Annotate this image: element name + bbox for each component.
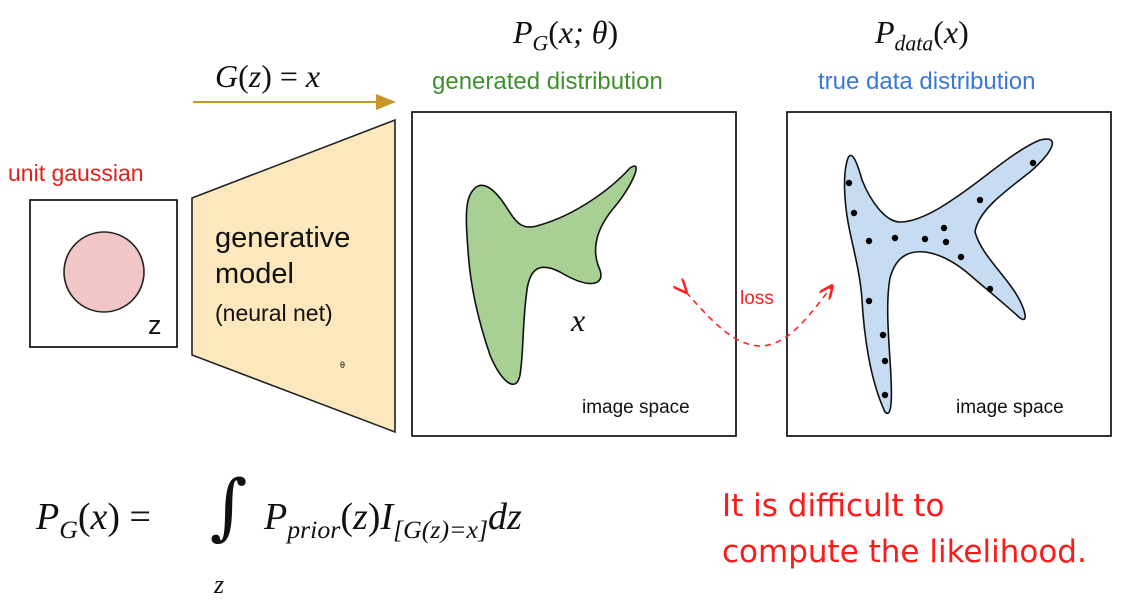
formula-prior-sub: prior [287,515,341,545]
data-point [879,331,887,339]
generated-distribution-shape [465,165,637,386]
theta-small-label: θ [340,360,346,370]
data-point [891,234,899,242]
unit-gaussian-label: unit gaussian [8,160,144,186]
loss-arrow [686,286,832,347]
formula-lhs-sub: G [59,515,78,545]
pdata-P: P [875,14,895,50]
integral-subscript: z [214,570,225,599]
data-point [865,297,873,305]
model-line1: generative [215,222,351,254]
likelihood-formula: PG(x) = [36,496,151,545]
mapping-arg: z [248,58,262,94]
formula-dz: dz [488,496,522,538]
data-point [957,253,965,261]
generative-model-shape [191,118,396,434]
model-line3: (neural net) [215,300,333,326]
pg-sub: G [532,31,549,56]
true-data-panel [786,111,1112,437]
data-point [986,285,994,293]
data-point [1029,159,1037,167]
z-label: z [148,310,162,340]
data-point [850,209,858,217]
true-distribution-shape [843,138,1054,415]
mapping-rhs: x [305,58,321,94]
pdata-sub: data [894,31,934,56]
formula-lhs-P: P [36,496,60,538]
formula-indicator: I [380,496,394,538]
data-point [942,238,950,246]
formula-lhs-arg: x [90,496,108,538]
formula-indicator-sub: [G(z)=x] [393,515,488,545]
data-point [976,196,984,204]
pg-title: PG(x; θ) [513,14,619,56]
generated-distribution-label: generated distribution [432,68,663,95]
true-data-distribution-label: true data distribution [818,68,1036,95]
pdata-title: Pdata(x) [875,14,969,56]
integral-sign: ∫ [210,464,248,548]
mapping-label: G(z) = x [215,58,321,94]
note-line2: compute the likelihood. [722,534,1087,570]
gaussian-circle [63,231,145,313]
pdata-args: x [943,14,959,50]
data-point [881,391,889,399]
image-space-right-label: image space [956,397,1064,418]
data-point [845,179,853,187]
pg-args: x; θ [558,14,608,50]
data-point [881,357,889,365]
formula-prior-P: P [264,496,288,538]
pg-P: P [513,14,533,50]
data-points [845,159,1037,399]
formula-prior-arg: z [352,496,368,538]
mapping-lhs: G [215,58,239,94]
image-space-left-label: image space [582,397,690,418]
data-point [921,235,929,243]
x-sample-label: x [571,302,586,338]
formula-rhs: Pprior(z)I[G(z)=x]dz [264,496,522,545]
data-point [865,237,873,245]
note-line1: It is difficult to [722,488,945,524]
loss-label: loss [740,288,774,309]
model-line2: model [215,258,294,290]
data-point [940,224,948,232]
